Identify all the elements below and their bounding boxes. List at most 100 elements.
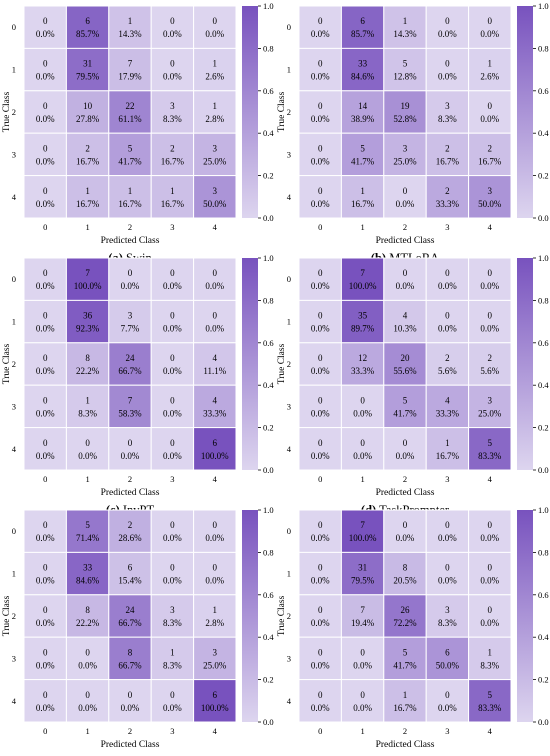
- heatmap-cell: [23, 90, 67, 134]
- heatmap-cell: [23, 636, 67, 681]
- heatmap-cell: [425, 594, 470, 638]
- heatmap-cell: [193, 551, 237, 596]
- heatmap-cell: [468, 509, 512, 553]
- cell-percent-label: 0.0%: [311, 533, 330, 543]
- cell-percent-label: 0.0%: [205, 576, 224, 586]
- cell-percent-label: 0.0%: [438, 281, 457, 291]
- heatmap-cell: [193, 509, 237, 553]
- heatmap-cell: [193, 5, 237, 49]
- cell-count-label: 0: [318, 690, 323, 700]
- cell-count-label: 0: [488, 311, 493, 321]
- y-tick-label: 3: [12, 149, 16, 159]
- heatmap-cell: [425, 90, 470, 134]
- cell-percent-label: 0.0%: [36, 408, 55, 418]
- cell-count-label: 0: [318, 438, 323, 448]
- cell-percent-label: 79.5%: [76, 72, 100, 82]
- colorbar-tick-label: 0.0: [538, 717, 549, 727]
- cell-count-label: 24: [126, 353, 136, 363]
- heatmap-cell: [65, 636, 110, 681]
- cell-count-label: 0: [360, 438, 365, 448]
- heatmap-cell: [65, 679, 110, 723]
- heatmap-cell: [298, 679, 342, 723]
- confusion-matrix-panel: 00.0%685.7%114.3%00.0%00.0%00.0%3179.5%7…: [2, 1, 274, 265]
- heatmap-cell: [383, 5, 427, 49]
- cell-percent-label: 100.0%: [74, 281, 102, 291]
- cell-count-label: 0: [318, 101, 323, 111]
- heatmap-cell: [340, 636, 385, 681]
- cell-percent-label: 0.0%: [36, 576, 55, 586]
- cell-percent-label: 0.0%: [311, 72, 330, 82]
- heatmap-cell: [65, 427, 110, 471]
- colorbar-tick-label: 1.0: [538, 505, 549, 515]
- heatmap-cell: [65, 594, 110, 638]
- heatmap-cell: [468, 257, 512, 301]
- cell-count-label: 0: [170, 268, 175, 278]
- x-tick-label: 4: [488, 726, 493, 736]
- cell-count-label: 0: [318, 143, 323, 153]
- cell-percent-label: 0.0%: [438, 533, 457, 543]
- colorbar-tick-label: 0.4: [263, 632, 274, 642]
- cell-count-label: 0: [43, 563, 48, 573]
- cell-percent-label: 0.0%: [36, 72, 55, 82]
- cell-percent-label: 10.3%: [393, 324, 417, 334]
- heatmap-cell: [193, 679, 237, 723]
- heatmap-cell: [150, 551, 195, 596]
- heatmap-cell: [425, 636, 470, 681]
- x-tick-label: 0: [43, 726, 47, 736]
- cell-percent-label: 2.6%: [205, 72, 224, 82]
- cell-percent-label: 0.0%: [36, 451, 55, 461]
- heatmap-cell: [425, 257, 470, 301]
- heatmap-cell: [193, 342, 237, 386]
- cell-count-label: 1: [213, 101, 218, 111]
- cell-count-label: 2: [488, 353, 493, 363]
- cell-percent-label: 0.0%: [353, 703, 372, 713]
- heatmap-cell: [193, 257, 237, 301]
- y-tick-label: 2: [12, 107, 16, 117]
- heatmap-cell: [468, 175, 512, 219]
- y-tick-label: 0: [287, 274, 291, 284]
- x-tick-label: 2: [128, 726, 132, 736]
- y-tick-label: 2: [12, 611, 16, 621]
- heatmap-cell: [340, 342, 385, 386]
- cell-count-label: 0: [43, 16, 48, 26]
- cell-count-label: 0: [488, 605, 493, 615]
- colorbar: [242, 258, 258, 470]
- heatmap-cell: [383, 551, 427, 596]
- cell-percent-label: 15.4%: [118, 576, 142, 586]
- heatmap-cell: [468, 90, 512, 134]
- heatmap-cell: [150, 509, 195, 553]
- cell-percent-label: 79.5%: [351, 576, 375, 586]
- cell-count-label: 6: [445, 647, 450, 657]
- heatmap-cell: [108, 175, 152, 219]
- y-tick-label: 1: [287, 317, 291, 327]
- colorbar-tick-label: 1.0: [538, 253, 549, 263]
- heatmap-cell: [65, 551, 110, 596]
- cell-percent-label: 83.3%: [478, 451, 502, 461]
- cell-percent-label: 0.0%: [480, 281, 499, 291]
- cell-count-label: 1: [170, 647, 175, 657]
- cell-count-label: 5: [85, 520, 90, 530]
- cell-count-label: 0: [128, 438, 133, 448]
- cell-percent-label: 0.0%: [480, 618, 499, 628]
- colorbar-tick-label: 0.4: [538, 380, 549, 390]
- x-tick-label: 3: [170, 222, 174, 232]
- cell-percent-label: 0.0%: [396, 281, 415, 291]
- colorbar: [517, 6, 533, 218]
- cell-count-label: 0: [43, 690, 48, 700]
- cell-count-label: 8: [403, 563, 408, 573]
- heatmap-cell: [65, 342, 110, 386]
- x-tick-label: 2: [403, 222, 407, 232]
- y-tick-label: 4: [12, 696, 17, 706]
- cell-count-label: 6: [128, 563, 133, 573]
- cell-count-label: 0: [360, 395, 365, 405]
- x-tick-label: 0: [318, 726, 322, 736]
- cell-percent-label: 19.4%: [351, 618, 375, 628]
- heatmap-cell: [23, 5, 67, 49]
- cell-count-label: 0: [170, 690, 175, 700]
- cell-percent-label: 0.0%: [480, 114, 499, 124]
- cell-percent-label: 0.0%: [36, 618, 55, 628]
- cell-count-label: 4: [403, 311, 408, 321]
- cell-count-label: 1: [128, 16, 133, 26]
- y-tick-label: 0: [12, 274, 16, 284]
- cell-percent-label: 0.0%: [36, 114, 55, 124]
